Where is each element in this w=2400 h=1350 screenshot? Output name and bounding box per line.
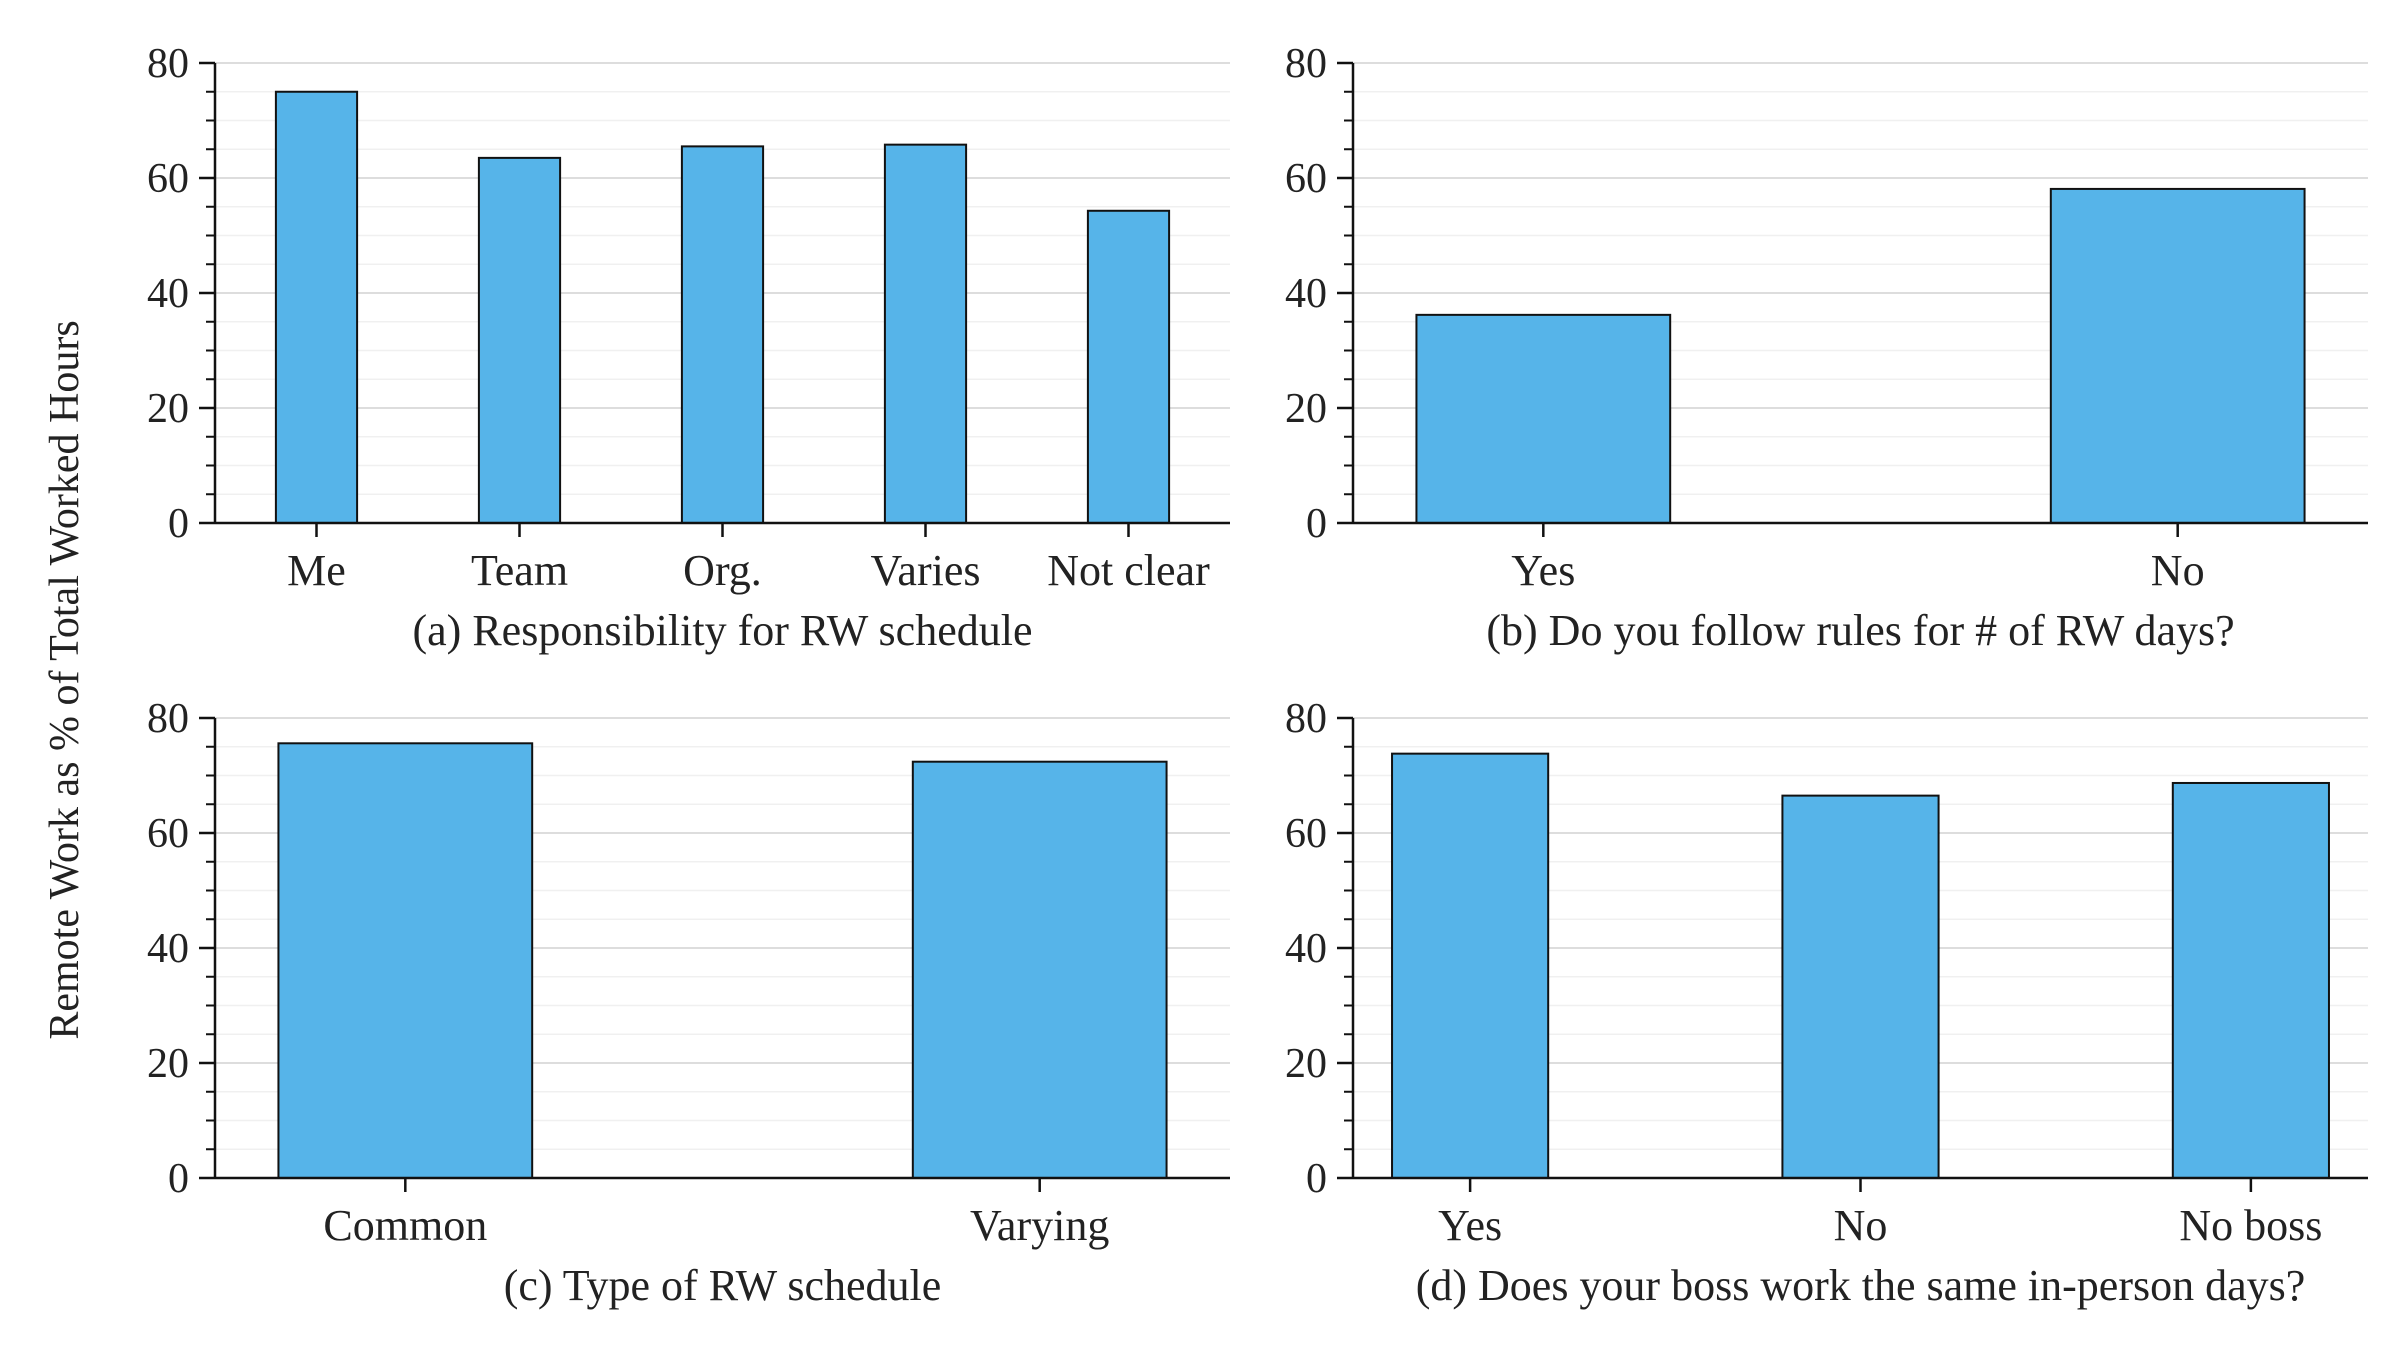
bar-a-5 — [1086, 209, 1171, 524]
x-tick-label: Varies — [871, 546, 981, 595]
bar-b-1 — [1415, 313, 1672, 524]
bar-a-2 — [477, 156, 562, 524]
x-tick-label: Me — [287, 546, 346, 595]
panel-caption-a: (a) Responsibility for RW schedule — [413, 606, 1033, 655]
y-tick-label: 80 — [147, 41, 189, 87]
bar-d-1 — [1391, 752, 1550, 1180]
x-tick-label: Team — [471, 546, 568, 595]
panel-caption-d: (d) Does your boss work the same in-pers… — [1416, 1261, 2306, 1310]
chart-panel-c: 0 20 40 60 80 Common Varying (c) Type of RW sch… — [147, 696, 1230, 1310]
y-tick-label: 0 — [1306, 1156, 1327, 1202]
panel-caption-c: (c) Type of RW schedule — [504, 1261, 942, 1310]
panels: 0 20 40 60 80 Me Team Org. Varies Not clear (a) Re… — [147, 41, 2368, 1310]
y-tick-label: 20 — [1285, 1041, 1327, 1087]
x-tick-label: Org. — [683, 546, 762, 595]
y-axis-label: Remote Work as % of Total Worked Hours — [42, 320, 88, 1039]
y-tick-label: 0 — [168, 501, 189, 547]
y-tick-label: 60 — [1285, 156, 1327, 202]
y-tick-label: 0 — [168, 1156, 189, 1202]
y-tick-label: 60 — [147, 156, 189, 202]
y-tick-label: 80 — [1285, 41, 1327, 87]
chart-panel-b: 0 20 40 60 80 Yes No (b) Do you follow rules fo… — [1285, 41, 2368, 655]
y-tick-label: 40 — [1285, 926, 1327, 972]
x-tick-label: Varying — [970, 1201, 1109, 1250]
y-tick-label: 20 — [1285, 386, 1327, 432]
bar-b-2 — [2049, 187, 2306, 525]
x-tick-label: Common — [323, 1201, 487, 1250]
x-tick-label: Yes — [1511, 546, 1575, 595]
x-tick-label: No — [2151, 546, 2205, 595]
y-tick-label: 40 — [147, 271, 189, 317]
y-tick-label: 80 — [1285, 696, 1327, 742]
y-tick-label: 40 — [1285, 271, 1327, 317]
bar-c-1 — [277, 742, 534, 1179]
x-tick-label: Not clear — [1047, 546, 1210, 595]
bar-a-1 — [274, 90, 359, 524]
chart-panel-d: 0 20 40 60 80 Yes No No boss (d) Does your boss … — [1285, 696, 2368, 1310]
bar-a-4 — [883, 143, 968, 524]
y-tick-label: 60 — [1285, 811, 1327, 857]
panel-caption-b: (b) Do you follow rules for # of RW days… — [1486, 606, 2234, 655]
y-tick-label: 60 — [147, 811, 189, 857]
bar-d-3 — [2171, 781, 2330, 1179]
x-tick-label: No boss — [2179, 1201, 2322, 1250]
y-tick-label: 40 — [147, 926, 189, 972]
bar-d-2 — [1781, 794, 1940, 1179]
y-tick-label: 80 — [147, 696, 189, 742]
y-tick-label: 20 — [147, 1041, 189, 1087]
bar-c-2 — [911, 760, 1168, 1179]
y-tick-label: 0 — [1306, 501, 1327, 547]
y-tick-label: 20 — [147, 386, 189, 432]
chart-panel-a: 0 20 40 60 80 Me Team Org. Varies Not clear (a) Re… — [147, 41, 1230, 655]
x-tick-label: Yes — [1438, 1201, 1502, 1250]
x-tick-label: No — [1834, 1201, 1888, 1250]
bar-a-3 — [680, 145, 765, 524]
